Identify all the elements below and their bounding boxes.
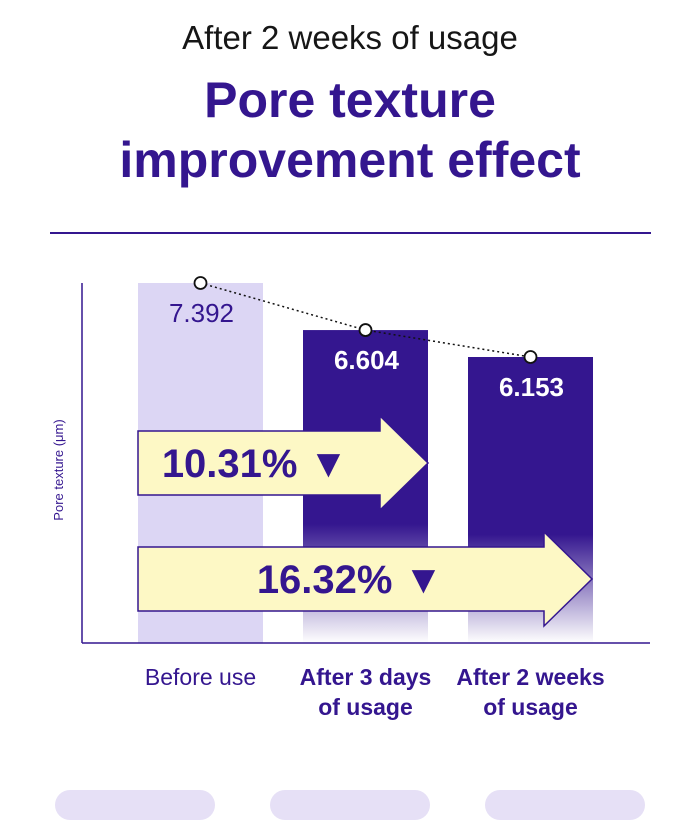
reduction-arrow-1 bbox=[137, 414, 430, 512]
chart-title: Pore texture improvement effect bbox=[0, 70, 700, 190]
title-line-1: Pore texture bbox=[204, 72, 496, 128]
trend-point-3 bbox=[523, 350, 538, 364]
y-axis-label: Pore texture (μm) bbox=[51, 419, 66, 520]
value-label-2: 6.604 bbox=[334, 345, 400, 375]
chart-subtitle: After 2 weeks of usage bbox=[182, 19, 518, 56]
x-tick-label-1-line-1: Before use bbox=[145, 664, 256, 690]
trend-point-1 bbox=[193, 276, 208, 290]
axes-layer: Pore texture (μm) bbox=[51, 283, 650, 644]
bottom-tab-3[interactable] bbox=[485, 790, 645, 820]
bottom-tab-2[interactable] bbox=[270, 790, 430, 820]
arrows-layer: 10.31% ▼ 16.32% ▼ bbox=[137, 414, 594, 628]
header-divider bbox=[50, 232, 651, 234]
trend-layer bbox=[193, 276, 538, 364]
reduction-arrow-2 bbox=[137, 530, 594, 628]
bottom-tab-1[interactable] bbox=[55, 790, 215, 820]
x-tick-labels: Before use After 3 days of usage After 2 we… bbox=[145, 664, 605, 720]
reduction-label-2: 16.32% ▼ bbox=[257, 558, 443, 602]
x-tick-label-3-line-2: of usage bbox=[483, 694, 578, 720]
trend-point-2 bbox=[358, 323, 373, 337]
x-tick-label-2-line-2: of usage bbox=[318, 694, 413, 720]
reduction-label-1: 10.31% ▼ bbox=[162, 442, 348, 486]
value-label-1: 7.392 bbox=[169, 298, 234, 328]
x-tick-label-3-line-1: After 2 weeks bbox=[456, 664, 604, 690]
title-line-2: improvement effect bbox=[119, 132, 581, 188]
x-tick-label-2-line-1: After 3 days bbox=[300, 664, 432, 690]
value-label-3: 6.153 bbox=[499, 372, 564, 402]
bar-chart: 7.392 6.604 6.153 Pore texture (μm) 10.31%… bbox=[51, 276, 650, 720]
